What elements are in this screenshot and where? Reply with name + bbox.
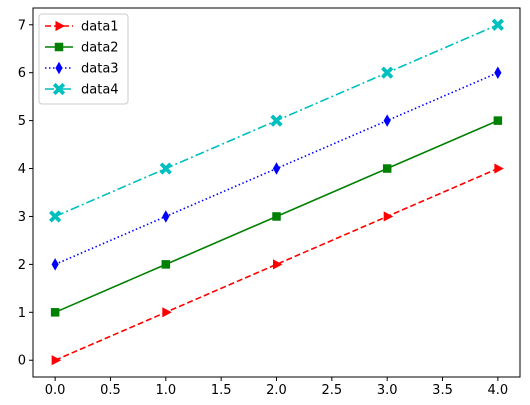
data-point-data4-4 [491, 18, 504, 31]
series-data2 [50, 116, 503, 317]
x-tick-label: 2.0 [266, 383, 287, 398]
legend-label-data4: data4 [81, 83, 119, 98]
data-point-data1-4 [494, 163, 504, 174]
data-point-data4-4-stroke [491, 18, 504, 31]
data-point-data2-0 [50, 308, 60, 317]
legend-box [38, 13, 129, 105]
legend-entry-data3: data3 [45, 62, 119, 77]
series-data3 [51, 66, 502, 271]
series-layer [49, 18, 504, 366]
data-point-data4-0 [49, 210, 62, 223]
x-tick-label: 3.5 [432, 383, 453, 398]
legend: data1 data2 data3 data4 [38, 13, 129, 105]
y-tick-label: 7 [18, 18, 26, 33]
legend-label-data3: data3 [81, 62, 119, 77]
legend-marker-data3 [55, 61, 63, 75]
legend-label-data1: data1 [81, 20, 119, 35]
x-tick-label: 0.0 [45, 383, 66, 398]
data-point-data4-2 [270, 114, 283, 127]
legend-marker-data1 [55, 20, 66, 32]
data-point-data3-4 [494, 66, 502, 79]
x-tick-label: 3.0 [377, 383, 398, 398]
y-tick-label: 5 [18, 114, 26, 129]
legend-entry-data4: data4 [45, 83, 119, 98]
legend-entry-data2: data2 [45, 41, 119, 56]
data-point-data1-0 [51, 355, 62, 366]
data-point-data2-4 [493, 116, 503, 125]
data-point-data3-0 [51, 258, 59, 271]
data-point-data3-1 [162, 210, 170, 223]
data-point-data4-0-stroke [49, 210, 62, 223]
y-tick-label: 6 [18, 66, 26, 81]
legend-entry-data1: data1 [45, 20, 119, 35]
x-tick-label: 1.5 [211, 383, 232, 398]
data-point-data4-1-stroke [159, 162, 172, 175]
data-point-data4-1 [159, 162, 172, 175]
data-point-data1-2 [273, 259, 283, 270]
x-tick-label: 2.5 [321, 383, 342, 398]
legend-marker-data4-stroke [52, 82, 66, 96]
y-tick-label: 3 [18, 210, 26, 225]
y-tick-label: 4 [18, 162, 26, 177]
x-tick-label: 1.0 [155, 383, 176, 398]
legend-label-data2: data2 [81, 41, 119, 56]
data-point-data3-2 [272, 162, 281, 175]
data-point-data1-3 [383, 211, 394, 222]
data-point-data4-3 [381, 66, 394, 79]
y-tick-label: 2 [18, 258, 26, 273]
x-tick-label: 4.0 [488, 383, 509, 398]
data-point-data1-1 [162, 307, 172, 318]
series-data4 [49, 18, 504, 223]
axes-layer: 0.0 0.5 1.0 1.5 2.0 2.5 3.0 3.5 4.0 0 1 2 3 4 5 6 7 [18, 7, 521, 398]
x-tick-label: 0.5 [100, 383, 121, 398]
data-point-data2-3 [382, 164, 392, 173]
data-point-data4-2-stroke [270, 114, 283, 127]
legend-marker-data4 [52, 82, 66, 96]
data-point-data2-2 [272, 212, 281, 221]
data-point-data3-3 [383, 114, 391, 127]
y-tick-label: 1 [18, 306, 26, 321]
y-tick-label: 0 [18, 354, 26, 369]
legend-marker-data2 [54, 42, 64, 52]
series-data1 [51, 163, 504, 366]
data-point-data4-3-stroke [381, 66, 394, 79]
data-point-data2-1 [161, 260, 171, 269]
